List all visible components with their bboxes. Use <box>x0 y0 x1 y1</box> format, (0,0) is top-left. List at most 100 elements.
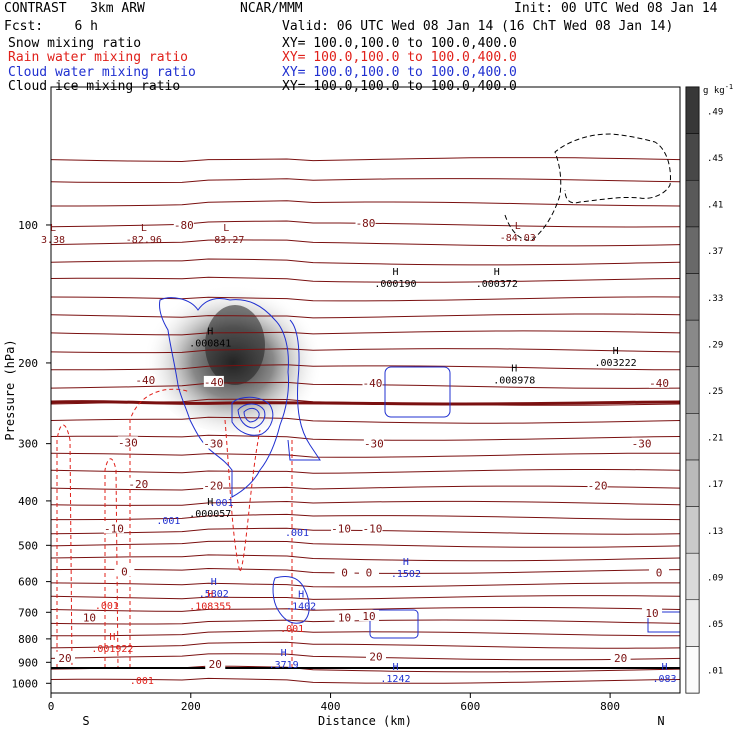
freezing-level-line <box>51 400 680 406</box>
cloud-ice-contours <box>504 133 671 241</box>
extremum-marker: H <box>662 662 668 673</box>
isotherm-label: 0 <box>366 566 373 579</box>
colorbar-unit-exponent: -1 <box>725 83 733 91</box>
colorbar-label: .13 <box>707 527 723 537</box>
isotherm-label-bg <box>610 651 631 663</box>
isotherm-label-bg <box>587 479 608 491</box>
extremum-marker: H <box>109 632 115 643</box>
colorbar-label: .17 <box>707 480 723 490</box>
isotherm-line <box>51 296 680 302</box>
colorbar-label: .37 <box>707 247 723 257</box>
isotherm-label: 0 <box>121 565 128 578</box>
isotherm-line <box>51 348 680 354</box>
isotherm-label-bg <box>642 607 663 619</box>
isotherm-label: -30 <box>118 436 138 449</box>
isotherm-line <box>51 653 680 661</box>
isotherm-label: -10 <box>363 522 383 535</box>
y-axis: 100 200 300 400 500 600 700 800 900 1000 <box>12 219 51 690</box>
isotherm-label: 20 <box>369 650 382 663</box>
x-tick-label: 0 <box>48 700 55 713</box>
extremum-marker: L <box>141 223 147 234</box>
y-tick-label: 500 <box>18 539 38 552</box>
isotherm-label-bg <box>117 436 138 448</box>
colorbar-unit-base: g kg <box>703 86 725 96</box>
extremum-marker: H <box>298 590 304 601</box>
isotherm-label: 0 <box>656 566 663 579</box>
isotherm-label: -30 <box>364 438 384 451</box>
isotherm-label: 10 <box>338 611 351 624</box>
extremum-marker: H <box>207 590 213 601</box>
colorbar-label: .41 <box>707 201 723 211</box>
extremum-marker: H <box>207 497 213 508</box>
isotherm-label-bg <box>358 609 379 621</box>
extremum-marker: L <box>50 223 56 234</box>
cloud-contour-lower <box>272 576 310 624</box>
contour-labels: .001 .001 .001 .001 .001 .001 <box>95 498 309 687</box>
y-tick-label: 800 <box>18 633 38 646</box>
isotherm-label-bg <box>128 477 149 489</box>
cloud-contour-upper <box>159 297 289 498</box>
extremum-value: .1502 <box>391 569 421 580</box>
isotherm-label: -10 <box>104 522 124 535</box>
extremum-marker: H <box>392 267 398 278</box>
extremum-value: .5802 <box>199 589 229 600</box>
isotherm-label: -80 <box>356 217 376 230</box>
isotherm-line <box>51 513 680 521</box>
x-axis-label: Distance (km) <box>318 714 412 728</box>
contour-label: .001 <box>209 498 233 509</box>
extremum-value: -83.27 <box>208 235 244 246</box>
isotherm-line <box>51 606 680 612</box>
isotherm-line <box>51 554 680 562</box>
extremum-value: .3719 <box>269 660 299 671</box>
isotherm-label: 10 <box>645 607 658 620</box>
rain-contour-3 <box>129 388 191 668</box>
y-tick-label: 400 <box>18 495 38 508</box>
isotherm-label-bg <box>362 522 383 534</box>
extremum-marker: L <box>515 221 521 232</box>
isotherm-label-bg <box>203 375 224 387</box>
x-tick-label: 400 <box>321 700 341 713</box>
isotherm-line <box>51 330 680 336</box>
isotherm-label-bg <box>173 218 194 230</box>
isotherm-label: 20 <box>209 658 222 671</box>
isotherm-label: -30 <box>203 438 223 451</box>
cloud-contour-core-1 <box>231 396 274 436</box>
field-label-snow: Snow mixing ratio <box>8 36 142 51</box>
isotherm-line <box>51 485 680 491</box>
isotherm-label: -40 <box>363 377 383 390</box>
isotherm-label-bg <box>355 216 376 228</box>
plot-fields <box>51 133 680 684</box>
cloud-contour-core-2 <box>237 403 266 429</box>
colorbar-segment <box>685 599 700 647</box>
cloud-contour-core-3 <box>243 407 260 423</box>
extremum-value: .108355 <box>189 602 231 613</box>
isotherm-labels: -80 -80 -40 -40 -40 -40 -30 -30 -30 -30 -20 -20 -20 -… <box>54 216 670 671</box>
extremum-value: .000841 <box>189 338 231 349</box>
extremum-marker: H <box>494 267 500 278</box>
extremum-marker: H <box>511 364 517 375</box>
contour-label: .001 <box>280 624 304 635</box>
colorbar-segment <box>685 179 700 228</box>
isotherm-label-bg <box>79 611 100 623</box>
isotherm-line <box>51 416 680 424</box>
extremum-marker: H <box>403 557 409 568</box>
y-tick-label: 1000 <box>12 677 39 690</box>
field-xy-cloud-water: XY= 100.0,100.0 to 100.0,400.0 <box>282 65 517 80</box>
colorbar-segment <box>685 413 700 461</box>
valid-time: Valid: 06 UTC Wed 08 Jan 14 (16 ChT Wed … <box>282 19 674 34</box>
y-tick-label: 600 <box>18 576 38 589</box>
isotherm-line <box>51 364 680 371</box>
isotherm-label-bg <box>334 566 355 578</box>
isotherm-label: -40 <box>649 377 669 390</box>
colorbar-segment <box>685 552 700 601</box>
isotherm-label-bg <box>362 376 383 388</box>
x-axis-north-label: N <box>657 714 664 728</box>
x-axis-south-label: S <box>82 714 89 728</box>
colorbar-label: .45 <box>707 154 723 164</box>
isotherm-label-bg <box>114 565 135 577</box>
org-title: NCAR/MMM <box>240 1 303 16</box>
isotherm-label-bg <box>54 651 75 663</box>
y-tick-label: 300 <box>18 438 38 451</box>
rain-contour-2 <box>104 458 119 669</box>
